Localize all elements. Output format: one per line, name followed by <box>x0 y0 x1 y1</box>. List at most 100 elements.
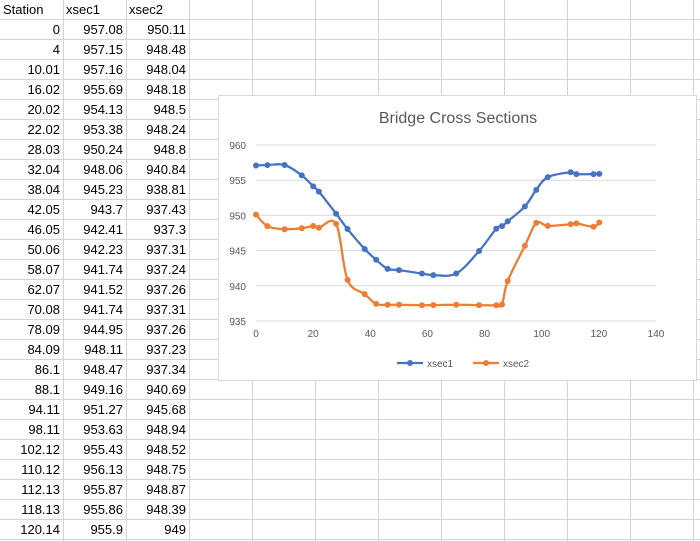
cell-xsec1[interactable]: 942.41 <box>83 222 123 237</box>
chart-panel[interactable]: Bridge Cross Sections 935 940 945 950 955 960 0… <box>218 95 697 381</box>
cell-station[interactable]: 22.02 <box>27 122 60 137</box>
cell-xsec2[interactable]: 937.26 <box>146 282 186 297</box>
header-cell-station[interactable]: Station <box>3 2 44 17</box>
cell-xsec2[interactable]: 937.31 <box>146 302 186 317</box>
data-point-xsec1 <box>590 171 597 178</box>
cell-station[interactable]: 120.14 <box>20 522 60 537</box>
cell-xsec2[interactable]: 948.87 <box>146 482 186 497</box>
data-point-xsec2 <box>533 219 540 226</box>
cell-xsec1[interactable]: 948.47 <box>83 362 123 377</box>
cell-station[interactable]: 78.09 <box>27 322 60 337</box>
cell-xsec1[interactable]: 953.63 <box>83 422 123 437</box>
cell-xsec1[interactable]: 942.23 <box>83 242 123 257</box>
cell-station[interactable]: 42.05 <box>27 202 60 217</box>
cell-station[interactable]: 112.13 <box>21 482 60 497</box>
y-tick-label: 935 <box>229 317 246 328</box>
cell-xsec1[interactable]: 956.13 <box>83 462 123 477</box>
cell-station[interactable]: 70.08 <box>27 302 60 317</box>
cell-xsec2[interactable]: 949 <box>164 522 186 537</box>
cell-xsec1[interactable]: 943.7 <box>90 202 123 217</box>
cell-xsec2[interactable]: 948.75 <box>146 462 186 477</box>
cell-xsec2[interactable]: 948.04 <box>146 62 186 77</box>
data-point-xsec1 <box>373 256 380 263</box>
cell-xsec1[interactable]: 955.9 <box>90 522 123 537</box>
cell-xsec1[interactable]: 948.11 <box>84 342 123 357</box>
chart-title: Bridge Cross Sections <box>379 110 537 127</box>
header-cell-xsec1[interactable]: xsec1 <box>66 2 100 17</box>
cell-xsec2[interactable]: 937.23 <box>146 342 186 357</box>
cell-station[interactable]: 86.1 <box>34 362 60 377</box>
data-point-xsec2 <box>476 302 483 309</box>
cell-station[interactable]: 20.02 <box>27 102 60 117</box>
data-point-xsec2 <box>544 222 551 229</box>
cell-xsec2[interactable]: 948.18 <box>146 82 186 97</box>
cell-xsec2[interactable]: 948.94 <box>146 422 186 437</box>
cell-xsec1[interactable]: 944.95 <box>83 322 123 337</box>
cell-station[interactable]: 16.02 <box>27 82 60 97</box>
cell-xsec2[interactable]: 937.26 <box>146 322 186 337</box>
header-cell-xsec2[interactable]: xsec2 <box>129 2 163 17</box>
grid-row-line <box>0 499 700 500</box>
data-point-xsec1 <box>315 188 322 195</box>
cell-xsec1[interactable]: 948.06 <box>83 162 123 177</box>
grid-row-line <box>0 79 700 80</box>
data-point-xsec1 <box>310 183 317 190</box>
cell-xsec2[interactable]: 937.34 <box>146 362 186 377</box>
cell-xsec1[interactable]: 957.08 <box>83 22 123 37</box>
cell-station[interactable]: 94.11 <box>28 402 60 417</box>
cell-station[interactable]: 4 <box>52 42 60 57</box>
cell-xsec2[interactable]: 948.52 <box>146 442 186 457</box>
cell-station[interactable]: 0 <box>52 22 60 37</box>
cell-station[interactable]: 84.09 <box>27 342 60 357</box>
cell-xsec2[interactable]: 937.3 <box>153 222 186 237</box>
grid-column-line <box>126 0 127 541</box>
data-point-xsec1 <box>493 225 500 232</box>
x-tick-label: 40 <box>365 329 377 340</box>
data-point-xsec2 <box>315 224 322 231</box>
cell-station[interactable]: 102.12 <box>20 442 60 457</box>
cell-xsec1[interactable]: 950.24 <box>83 142 123 157</box>
cell-station[interactable]: 28.03 <box>27 142 60 157</box>
cell-station[interactable]: 62.07 <box>27 282 60 297</box>
cell-xsec1[interactable]: 945.23 <box>83 182 123 197</box>
cell-xsec1[interactable]: 941.74 <box>83 302 123 317</box>
cell-xsec2[interactable]: 948.24 <box>146 122 186 137</box>
cell-station[interactable]: 32.04 <box>27 162 60 177</box>
data-point-xsec2 <box>344 276 351 283</box>
cell-station[interactable]: 110.12 <box>21 462 60 477</box>
cell-xsec1[interactable]: 949.16 <box>83 382 123 397</box>
cell-xsec2[interactable]: 940.84 <box>146 162 186 177</box>
cell-xsec2[interactable]: 945.68 <box>146 402 186 417</box>
cell-xsec2[interactable]: 948.5 <box>153 102 186 117</box>
cell-station[interactable]: 10.01 <box>27 62 60 77</box>
cell-station[interactable]: 118.13 <box>21 502 60 517</box>
cell-xsec2[interactable]: 937.43 <box>146 202 186 217</box>
cell-station[interactable]: 38.04 <box>27 182 60 197</box>
cell-station[interactable]: 88.1 <box>34 382 60 397</box>
cell-xsec1[interactable]: 954.13 <box>83 102 123 117</box>
cell-xsec2[interactable]: 937.31 <box>146 242 186 257</box>
cell-station[interactable]: 58.07 <box>27 262 60 277</box>
data-point-xsec1 <box>418 270 425 277</box>
cell-xsec2[interactable]: 937.24 <box>146 262 186 277</box>
cell-xsec1[interactable]: 957.16 <box>83 62 123 77</box>
data-point-xsec1 <box>453 270 460 277</box>
cell-xsec1[interactable]: 951.27 <box>83 402 123 417</box>
cell-station[interactable]: 98.11 <box>28 422 60 437</box>
cell-xsec2[interactable]: 948.48 <box>146 42 186 57</box>
cell-xsec2[interactable]: 940.69 <box>146 382 186 397</box>
cell-xsec2[interactable]: 948.8 <box>153 142 186 157</box>
cell-xsec1[interactable]: 955.87 <box>83 482 123 497</box>
cell-xsec1[interactable]: 953.38 <box>83 122 123 137</box>
cell-xsec1[interactable]: 957.15 <box>83 42 123 57</box>
cell-xsec1[interactable]: 955.86 <box>83 502 123 517</box>
cell-xsec2[interactable]: 950.11 <box>147 22 186 37</box>
cell-xsec1[interactable]: 955.43 <box>83 442 123 457</box>
cell-station[interactable]: 46.05 <box>27 222 60 237</box>
cell-xsec2[interactable]: 938.81 <box>146 182 186 197</box>
cell-station[interactable]: 50.06 <box>27 242 60 257</box>
cell-xsec1[interactable]: 941.74 <box>83 262 123 277</box>
cell-xsec1[interactable]: 955.69 <box>83 82 123 97</box>
cell-xsec1[interactable]: 941.52 <box>83 282 123 297</box>
cell-xsec2[interactable]: 948.39 <box>146 502 186 517</box>
